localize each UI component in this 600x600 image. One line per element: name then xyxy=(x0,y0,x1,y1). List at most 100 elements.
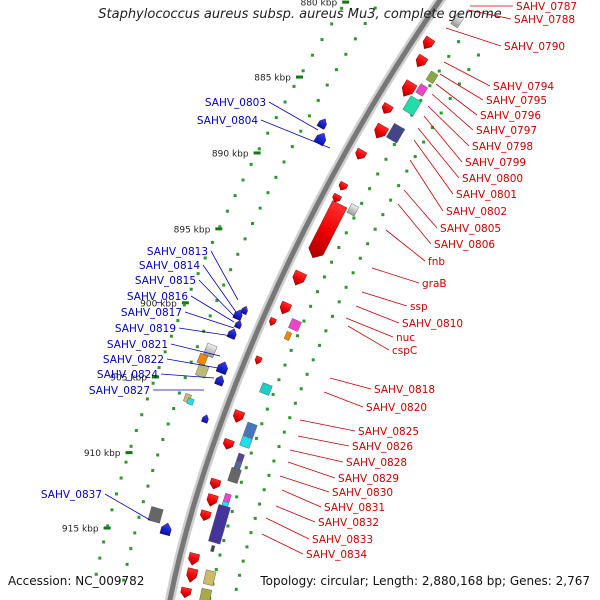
gene-label: SAHV_0833 xyxy=(312,534,373,546)
track-dot xyxy=(338,300,341,303)
track-dot xyxy=(240,481,243,484)
track-dot xyxy=(196,345,199,348)
gene-label: SAHV_0796 xyxy=(480,110,541,122)
track-dot xyxy=(414,155,417,158)
track-dot xyxy=(211,241,214,244)
track-dot xyxy=(266,408,269,411)
track-dot xyxy=(283,160,286,163)
label-leader-line xyxy=(266,518,309,539)
track-dot xyxy=(374,228,377,231)
plus-gene-box xyxy=(386,123,404,143)
minus-gene-box xyxy=(148,506,163,523)
track-dot xyxy=(152,382,155,385)
label-leader-line xyxy=(432,94,473,130)
plus-gene-arrow xyxy=(371,123,388,141)
plus-gene-arrow xyxy=(222,438,235,451)
track-dot xyxy=(245,545,248,548)
minus-gene-arrow-shape xyxy=(201,414,209,424)
track-dot xyxy=(260,422,263,425)
label-leader-line xyxy=(167,359,218,368)
track-dot xyxy=(242,560,245,563)
track-dot xyxy=(126,563,129,566)
gene-label: SAHV_0826 xyxy=(352,441,413,453)
genome-summary: Topology: circular; Length: 2,880,168 bp… xyxy=(260,574,590,588)
track-dot xyxy=(222,539,225,542)
plus-gene-box-shape xyxy=(284,331,292,340)
minus-gene-arrow-shape xyxy=(314,131,329,146)
gene-label: SAHV_0820 xyxy=(366,402,427,414)
plus-gene-arrow-shape xyxy=(420,36,435,52)
gene-label: SAHV_0804 xyxy=(197,115,258,127)
track-dot xyxy=(318,344,321,347)
track-dot xyxy=(235,495,238,498)
track-dot xyxy=(326,84,329,87)
track-dot xyxy=(457,40,460,43)
track-dot xyxy=(272,459,275,462)
gene-label: SAHV_0831 xyxy=(324,502,385,514)
track-dot xyxy=(317,99,320,102)
minus-gene-box-shape xyxy=(148,506,163,523)
label-leader-line xyxy=(105,494,150,520)
track-dot xyxy=(267,474,270,477)
track-dot xyxy=(266,191,269,194)
track-dot xyxy=(477,54,480,57)
track-dot xyxy=(135,429,138,432)
label-leader-line xyxy=(414,140,453,194)
gene-label: SAHV_0790 xyxy=(504,41,565,53)
track-dot xyxy=(190,288,193,291)
track-dot xyxy=(330,261,333,264)
gene-label: SAHV_0805 xyxy=(440,223,501,235)
label-leader-line xyxy=(290,450,343,462)
plus-gene-arrow-shape xyxy=(290,270,307,288)
gene-label: graB xyxy=(422,278,447,290)
label-leader-line xyxy=(324,392,363,407)
track-dot xyxy=(178,392,181,395)
plus-gene-arrow-shape xyxy=(278,301,292,316)
track-dot xyxy=(422,141,425,144)
track-dot xyxy=(222,284,225,287)
minus-gene-arrow xyxy=(234,319,243,329)
gene-label: SAHV_0803 xyxy=(205,97,266,109)
gene-label: SAHV_0817 xyxy=(121,307,182,319)
track-dot xyxy=(283,364,286,367)
track-dot xyxy=(381,213,384,216)
track-dot xyxy=(330,22,333,25)
track-dot xyxy=(158,366,161,369)
plus-gene-arrow-shape xyxy=(399,80,418,100)
track-dot xyxy=(251,222,254,225)
plus-gene-arrow-shape xyxy=(199,510,211,522)
plus-gene-arrow-shape xyxy=(380,102,394,116)
track-dot xyxy=(345,286,348,289)
track-dot xyxy=(405,170,408,173)
plus-gene-arrow xyxy=(180,587,192,599)
gene-label: SAHV_0827 xyxy=(89,385,150,397)
plus-gene-arrow xyxy=(413,54,428,69)
track-dot xyxy=(254,517,257,520)
plus-gene-arrow xyxy=(254,356,263,366)
track-dot xyxy=(170,335,173,338)
track-dot xyxy=(215,568,218,571)
plus-gene-arrow-shape xyxy=(268,317,277,327)
track-dot xyxy=(266,132,269,135)
track-dot xyxy=(151,469,154,472)
plus-gene-arrow xyxy=(209,478,222,491)
map-title: Staphylococcus aureus subsp. aureus Mu3,… xyxy=(0,7,600,22)
track-dot xyxy=(140,413,143,416)
label-leader-line xyxy=(298,436,349,446)
minus-gene-arrow xyxy=(201,414,209,424)
label-leader-line xyxy=(262,534,303,554)
track-dot xyxy=(255,437,258,440)
track-dot xyxy=(234,194,237,197)
track-dot xyxy=(263,488,266,491)
track-dot xyxy=(242,178,245,181)
plus-gene-box-shape xyxy=(200,588,212,600)
track-dot xyxy=(258,147,261,150)
track-dot xyxy=(335,68,338,71)
plus-gene-box-shape xyxy=(208,504,230,544)
label-leader-line xyxy=(203,265,236,312)
plus-gene-arrow-shape xyxy=(187,552,200,566)
track-dot xyxy=(250,452,253,455)
track-dot xyxy=(345,231,348,234)
label-leader-line xyxy=(348,326,389,350)
